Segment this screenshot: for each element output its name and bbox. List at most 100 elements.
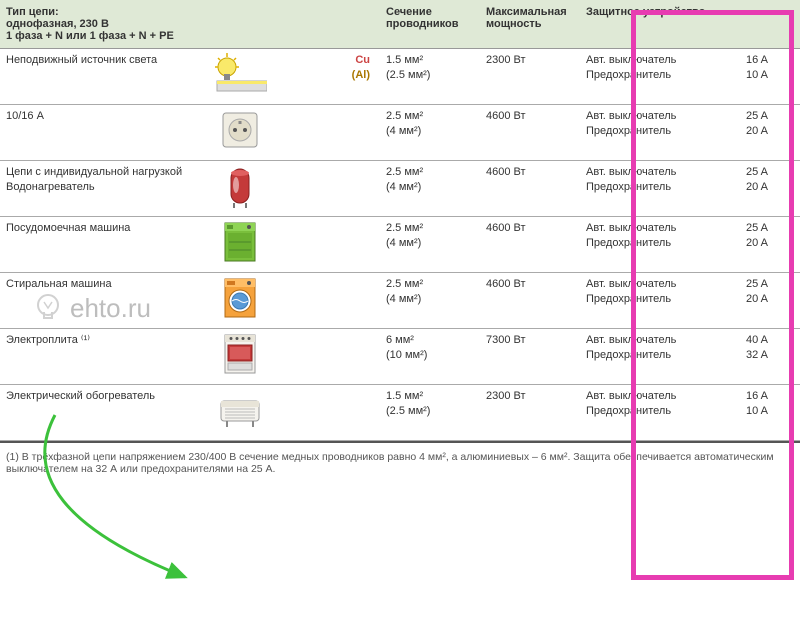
fuse-value: 32 A — [746, 348, 794, 363]
protection-label-cell: Авт. выключатель Предохранитель — [580, 161, 740, 217]
breaker-label: Авт. выключатель — [586, 221, 734, 236]
heater-icon — [213, 387, 267, 433]
material-cell — [290, 329, 380, 385]
s-cu: 6 мм² — [386, 333, 474, 348]
table-row: Цепи с индивидуальной нагрузкой Водонагр… — [0, 161, 800, 217]
s-al: (4 мм²) — [386, 292, 474, 307]
breaker-value: 16 A — [746, 53, 794, 68]
dishwasher-icon — [213, 219, 267, 265]
protection-label-cell: Авт. выключатель Предохранитель — [580, 385, 740, 441]
power-cell: 4600 Вт — [480, 273, 580, 329]
table-row: Неподвижный источник света Cu (Al) 1.5 м… — [0, 49, 800, 105]
material-cell — [290, 105, 380, 161]
s-al: (2.5 мм²) — [386, 68, 474, 83]
conductor-cell: 2.5 мм² (4 мм²) — [380, 161, 480, 217]
s-cu: 2.5 мм² — [386, 277, 474, 292]
name-cell: Неподвижный источник света — [0, 49, 190, 105]
breaker-label: Авт. выключатель — [586, 277, 734, 292]
row-name: Электроплита ⁽¹⁾ — [6, 334, 90, 346]
name-cell: 10/16 А — [0, 105, 190, 161]
conductor-cell: 2.5 мм² (4 мм²) — [380, 105, 480, 161]
power-cell: 4600 Вт — [480, 161, 580, 217]
fuse-value: 20 A — [746, 124, 794, 139]
icon-cell — [190, 385, 290, 441]
name-cell: Электрический обогреватель — [0, 385, 190, 441]
s-al: (4 мм²) — [386, 236, 474, 251]
col-empty — [290, 0, 380, 49]
protection-label-cell: Авт. выключатель Предохранитель — [580, 329, 740, 385]
material-cell — [290, 161, 380, 217]
fuse-label: Предохранитель — [586, 236, 734, 251]
material-cell — [290, 273, 380, 329]
breaker-value: 25 A — [746, 221, 794, 236]
fuse-label: Предохранитель — [586, 124, 734, 139]
s-cu: 2.5 мм² — [386, 221, 474, 236]
circuits-table: Тип цепи: однофазная, 230 В 1 фаза + N и… — [0, 0, 800, 441]
row-name: Электрический обогреватель — [6, 390, 155, 402]
power-cell: 2300 Вт — [480, 49, 580, 105]
fuse-value: 10 A — [746, 68, 794, 83]
protection-value-cell: 40 A 32 A — [740, 329, 800, 385]
fuse-label: Предохранитель — [586, 292, 734, 307]
icon-cell — [190, 161, 290, 217]
col-conductor: Сечение проводников — [380, 0, 480, 49]
breaker-label: Авт. выключатель — [586, 165, 734, 180]
table-row: Электроплита ⁽¹⁾ 6 мм² (10 мм²) 7300 Вт … — [0, 329, 800, 385]
circuit-type-sub2: 1 фаза + N или 1 фаза + N + PE — [6, 30, 174, 42]
conductor-cell: 2.5 мм² (4 мм²) — [380, 273, 480, 329]
protection-value-cell: 16 A 10 A — [740, 49, 800, 105]
conductor-cell: 6 мм² (10 мм²) — [380, 329, 480, 385]
breaker-value: 25 A — [746, 109, 794, 124]
row-name: Посудомоечная машина — [6, 222, 130, 234]
row-name-line1: Цепи с индивидуальной нагрузкой — [6, 166, 182, 178]
breaker-label: Авт. выключатель — [586, 389, 734, 404]
material-cell: Cu (Al) — [290, 49, 380, 105]
s-al: (4 мм²) — [386, 124, 474, 139]
icon-cell — [190, 49, 290, 105]
icon-cell — [190, 273, 290, 329]
lamp-icon — [213, 51, 267, 97]
conductor-cell: 1.5 мм² (2.5 мм²) — [380, 385, 480, 441]
circuit-type-title: Тип цепи: — [6, 6, 59, 18]
row-name: Неподвижный источник света — [6, 54, 157, 66]
icon-cell — [190, 217, 290, 273]
name-cell: Электроплита ⁽¹⁾ — [0, 329, 190, 385]
col-circuit-type: Тип цепи: однофазная, 230 В 1 фаза + N и… — [0, 0, 290, 49]
footnote: (1) В трёхфазной цепи напряжением 230/40… — [0, 441, 800, 485]
material-cu: Cu — [355, 54, 370, 66]
row-name: 10/16 А — [6, 110, 44, 122]
power-cell: 7300 Вт — [480, 329, 580, 385]
col-power: Максимальная мощность — [480, 0, 580, 49]
washer-icon — [213, 275, 267, 321]
power-cell: 4600 Вт — [480, 217, 580, 273]
bulb-icon-watermark — [30, 290, 66, 326]
fuse-value: 20 A — [746, 292, 794, 307]
breaker-label: Авт. выключатель — [586, 333, 734, 348]
icon-cell — [190, 105, 290, 161]
fuse-value: 10 A — [746, 404, 794, 419]
watermark: ehto.ru — [30, 290, 151, 326]
table-row: Посудомоечная машина 2.5 мм² (4 мм²) 460… — [0, 217, 800, 273]
name-cell: Цепи с индивидуальной нагрузкой Водонагр… — [0, 161, 190, 217]
protection-label-cell: Авт. выключатель Предохранитель — [580, 273, 740, 329]
socket-icon — [213, 107, 267, 153]
row-name: Стиральная машина — [6, 278, 112, 290]
table-row: Электрический обогреватель 1.5 мм² (2.5 … — [0, 385, 800, 441]
material-cell — [290, 217, 380, 273]
breaker-value: 25 A — [746, 277, 794, 292]
breaker-label: Авт. выключатель — [586, 53, 734, 68]
boiler-icon — [213, 163, 267, 209]
protection-value-cell: 25 A 20 A — [740, 105, 800, 161]
s-cu: 2.5 мм² — [386, 165, 474, 180]
protection-value-cell: 16 A 10 A — [740, 385, 800, 441]
icon-cell — [190, 329, 290, 385]
name-cell: Посудомоечная машина — [0, 217, 190, 273]
stove-icon — [213, 331, 267, 377]
s-al: (10 мм²) — [386, 348, 474, 363]
power-cell: 4600 Вт — [480, 105, 580, 161]
conductor-cell: 1.5 мм² (2.5 мм²) — [380, 49, 480, 105]
s-cu: 2.5 мм² — [386, 109, 474, 124]
s-cu: 1.5 мм² — [386, 53, 474, 68]
breaker-value: 16 A — [746, 389, 794, 404]
s-al: (4 мм²) — [386, 180, 474, 195]
